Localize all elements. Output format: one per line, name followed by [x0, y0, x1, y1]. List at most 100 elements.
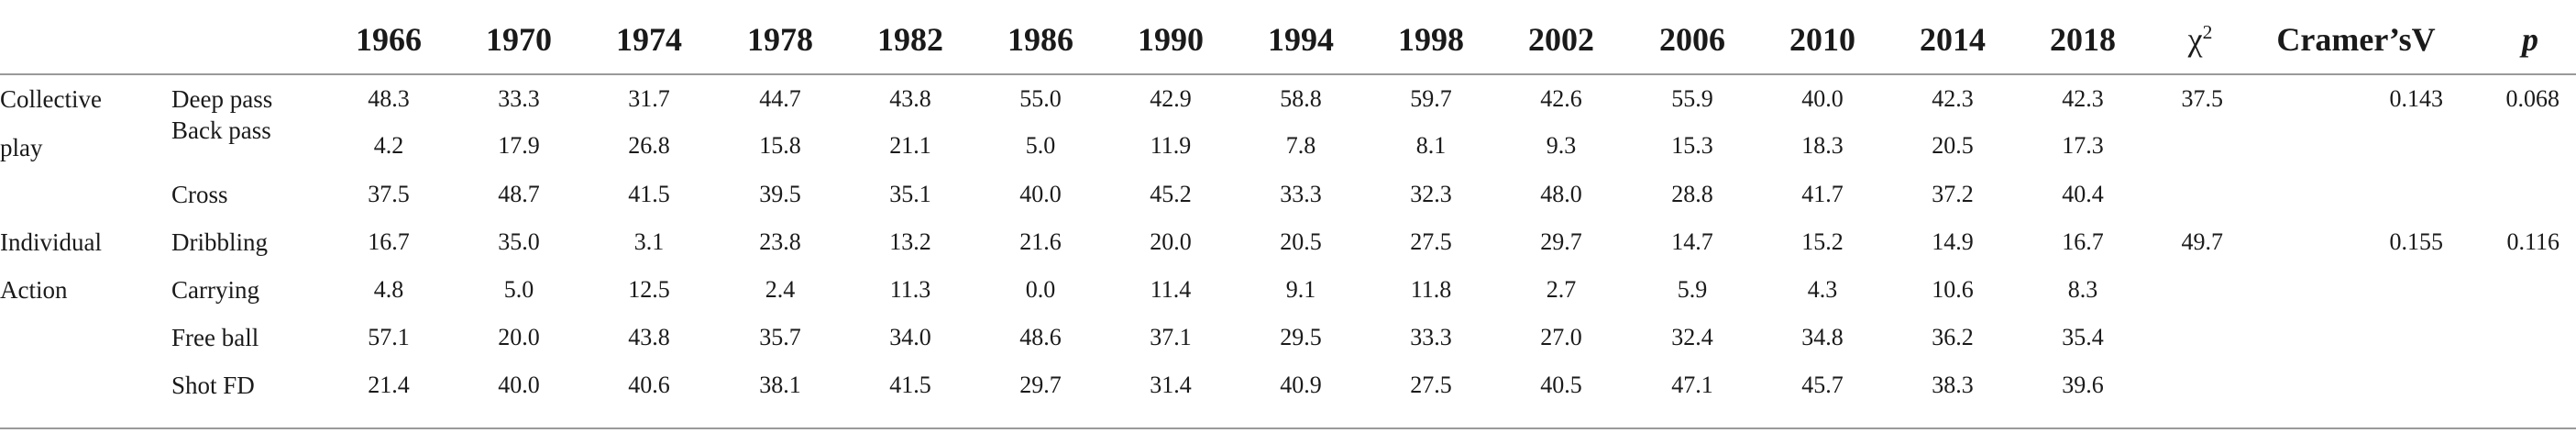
table-cell: 18.3	[1801, 132, 1844, 159]
table-cell: 14.9	[1932, 228, 1974, 255]
table-cell: 41.5	[628, 181, 670, 207]
table-cell: 42.3	[1932, 85, 1974, 112]
table-cell: 35.4	[2062, 324, 2104, 350]
table-cell: 0.0	[1025, 276, 1056, 303]
table-cell: 40.6	[628, 372, 670, 398]
table-cell: 21.6	[1019, 228, 1062, 255]
table-cell: 43.8	[628, 324, 670, 350]
table-cell: 40.9	[1280, 372, 1322, 398]
bottom-rule	[0, 427, 2576, 429]
table-cell: 37.1	[1150, 324, 1192, 350]
table-cell: 27.5	[1410, 372, 1452, 398]
row-label: Back pass	[171, 117, 271, 144]
table-cell: 40.4	[2062, 181, 2104, 207]
table-cell: 48.3	[368, 85, 410, 112]
table-cell: 29.7	[1019, 372, 1062, 398]
chi-square-value: 37.5	[2181, 85, 2224, 112]
row-label: Dribbling	[171, 228, 268, 256]
row-label: Deep pass	[171, 85, 273, 113]
table-cell: 20.5	[1932, 132, 1974, 159]
table-cell: 45.2	[1150, 181, 1192, 207]
table-cell: 16.7	[368, 228, 410, 255]
table-cell: 40.0	[1019, 181, 1062, 207]
table-cell: 38.3	[1932, 372, 1974, 398]
table-cell: 11.3	[889, 276, 931, 303]
year-header: 1966	[356, 21, 422, 58]
table-cell: 16.7	[2062, 228, 2104, 255]
table-cell: 48.7	[498, 181, 540, 207]
table-cell: 48.6	[1019, 324, 1062, 350]
table-cell: 20.5	[1280, 228, 1322, 255]
year-header: 1982	[877, 21, 943, 58]
row-label: Free ball	[171, 324, 259, 351]
table-cell: 31.7	[628, 85, 670, 112]
table-cell: 27.0	[1540, 324, 1582, 350]
table-cell: 35.0	[498, 228, 540, 255]
table-cell: 26.8	[628, 132, 670, 159]
table-cell: 21.1	[889, 132, 931, 159]
table-cell: 21.4	[368, 372, 410, 398]
table-cell: 20.0	[1150, 228, 1192, 255]
table-cell: 12.5	[628, 276, 670, 303]
table-cell: 42.9	[1150, 85, 1192, 112]
table-cell: 58.8	[1280, 85, 1322, 112]
table-cell: 29.7	[1540, 228, 1582, 255]
table-cell: 55.9	[1671, 85, 1713, 112]
cramers-v-header: Cramer’sV	[2276, 21, 2436, 58]
table-cell: 36.2	[1932, 324, 1974, 350]
table-cell: 57.1	[368, 324, 410, 350]
table-cell: 34.8	[1801, 324, 1844, 350]
table-cell: 32.3	[1410, 181, 1452, 207]
year-header: 1970	[486, 21, 552, 58]
row-label: Shot FD	[171, 372, 255, 399]
table-cell: 40.0	[498, 372, 540, 398]
table-cell: 8.3	[2067, 276, 2098, 303]
table-cell: 39.6	[2062, 372, 2104, 398]
table-cell: 5.0	[1025, 132, 1056, 159]
table-cell: 40.5	[1540, 372, 1582, 398]
year-header: 1986	[1007, 21, 1073, 58]
table-cell: 35.1	[889, 181, 931, 207]
table-cell: 31.4	[1150, 372, 1192, 398]
table-cell: 11.9	[1150, 132, 1192, 159]
table-cell: 13.2	[889, 228, 931, 255]
table-cell: 11.8	[1410, 276, 1452, 303]
table-cell: 43.8	[889, 85, 931, 112]
table-cell: 15.2	[1801, 228, 1844, 255]
p-value: 0.116	[2506, 228, 2559, 255]
year-header: 2002	[1528, 21, 1594, 58]
table-cell: 20.0	[498, 324, 540, 350]
table-cell: 47.1	[1671, 372, 1713, 398]
year-header: 1998	[1398, 21, 1464, 58]
table-cell: 28.8	[1671, 181, 1713, 207]
table-cell: 45.7	[1801, 372, 1844, 398]
table-cell: 41.5	[889, 372, 931, 398]
year-header: 1994	[1268, 21, 1334, 58]
table-cell: 5.0	[503, 276, 534, 303]
table-cell: 59.7	[1410, 85, 1452, 112]
table-cell: 7.8	[1285, 132, 1316, 159]
table-cell: 42.3	[2062, 85, 2104, 112]
table-cell: 10.6	[1932, 276, 1974, 303]
table-cell: 32.4	[1671, 324, 1713, 350]
table-cell: 48.0	[1540, 181, 1582, 207]
table-cell: 9.1	[1285, 276, 1316, 303]
table-cell: 17.9	[498, 132, 540, 159]
group-label-collective-line2: play	[0, 134, 43, 161]
year-header: 2014	[1920, 21, 1986, 58]
table-cell: 15.3	[1671, 132, 1713, 159]
p-value-header: p	[2522, 21, 2538, 58]
table-cell: 37.5	[368, 181, 410, 207]
table-cell: 41.7	[1801, 181, 1844, 207]
top-rule	[0, 73, 2576, 75]
table-cell: 38.1	[759, 372, 801, 398]
table-cell: 39.5	[759, 181, 801, 207]
group-label-collective-line1: Collective	[0, 85, 102, 113]
table-cell: 55.0	[1019, 85, 1062, 112]
table-cell: 2.4	[765, 276, 796, 303]
cramers-v-value: 0.143	[2389, 85, 2444, 112]
table-cell: 3.1	[633, 228, 665, 255]
table-cell: 4.3	[1807, 276, 1838, 303]
table-cell: 33.3	[1280, 181, 1322, 207]
cramers-v-value: 0.155	[2389, 228, 2444, 255]
